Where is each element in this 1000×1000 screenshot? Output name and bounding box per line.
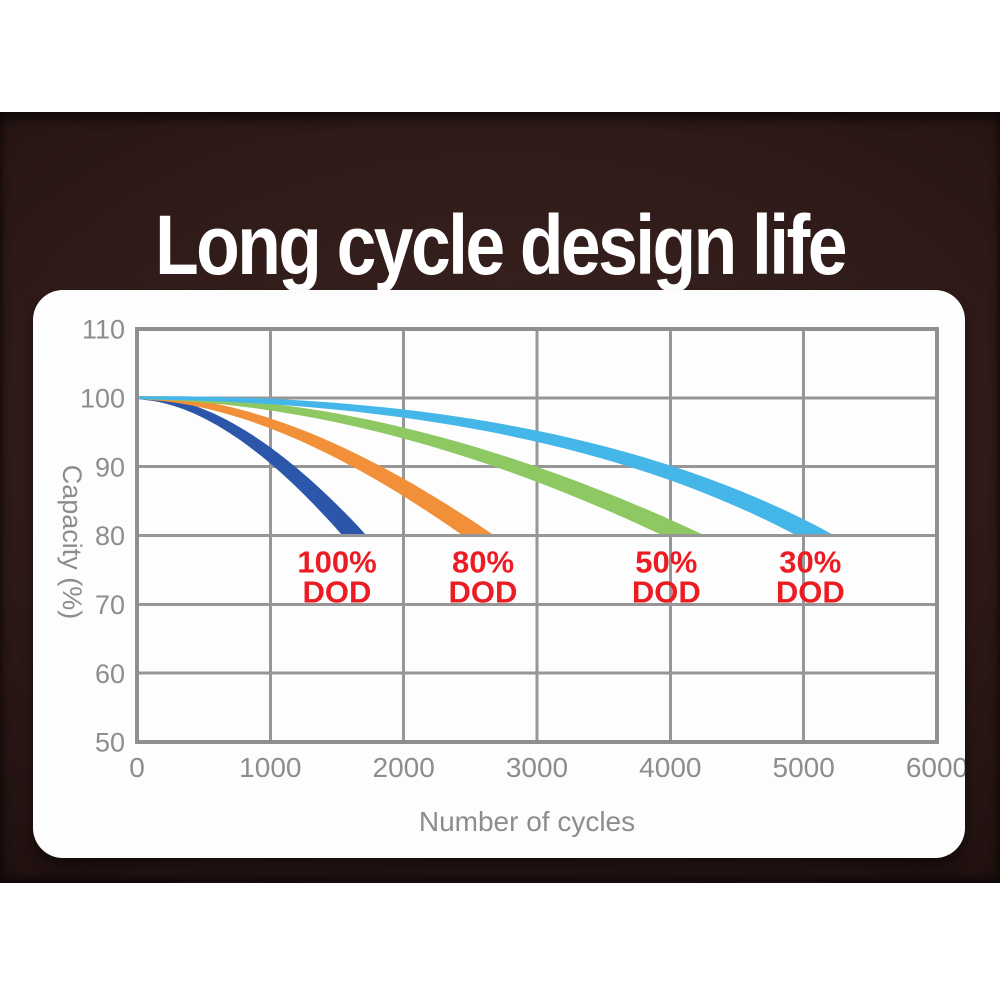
xtick-3000: 3000	[506, 752, 568, 783]
ytick-90: 90	[95, 452, 125, 482]
dod-bands	[137, 396, 832, 534]
page-title: Long cycle design life	[155, 198, 847, 293]
xtick-4000: 4000	[639, 752, 701, 783]
ytick-80: 80	[95, 521, 125, 551]
band-50-dod	[137, 396, 702, 534]
ytick-50: 50	[95, 728, 125, 758]
chart-panel: 50 60 70 80 90 100 110 0 1000 2000 3000 4000 5000 600…	[33, 290, 965, 858]
dod-label-50-dod: 50% DOD	[632, 545, 701, 610]
dod-label-80-dod: 80% DOD	[449, 545, 518, 610]
xtick-6000: 6000	[906, 752, 965, 783]
top-white-strip	[0, 0, 1000, 112]
ytick-100: 100	[80, 384, 125, 414]
dod-annotations: 100% DOD 80% DOD 50% DOD 30% DOD	[297, 545, 844, 610]
band-30-dod	[137, 396, 832, 534]
y-axis-label: Capacity (%)	[57, 465, 87, 620]
band-100-dod	[137, 396, 366, 534]
ytick-110: 110	[82, 315, 125, 345]
bottom-white-strip	[0, 883, 1000, 1000]
ytick-70: 70	[95, 590, 125, 620]
x-axis-label: Number of cycles	[419, 806, 635, 837]
ytick-60: 60	[95, 659, 125, 689]
plot-border	[135, 327, 939, 744]
xtick-0: 0	[129, 752, 145, 783]
xtick-5000: 5000	[773, 752, 835, 783]
hero-banner: Long cycle design life 50 60 70 80 90 100 110 0…	[0, 112, 1000, 883]
dod-label-100-dod: 100% DOD	[297, 545, 376, 610]
band-80-dod	[137, 396, 492, 534]
tick-labels: 50 60 70 80 90 100 110 0 1000 2000 3000 4000 5000 600…	[80, 315, 965, 783]
grid	[135, 327, 939, 744]
cycle-life-chart: 50 60 70 80 90 100 110 0 1000 2000 3000 4000 5000 600…	[57, 315, 965, 837]
dod-label-30-dod: 30% DOD	[776, 545, 845, 610]
xtick-1000: 1000	[239, 752, 301, 783]
xtick-2000: 2000	[373, 752, 435, 783]
